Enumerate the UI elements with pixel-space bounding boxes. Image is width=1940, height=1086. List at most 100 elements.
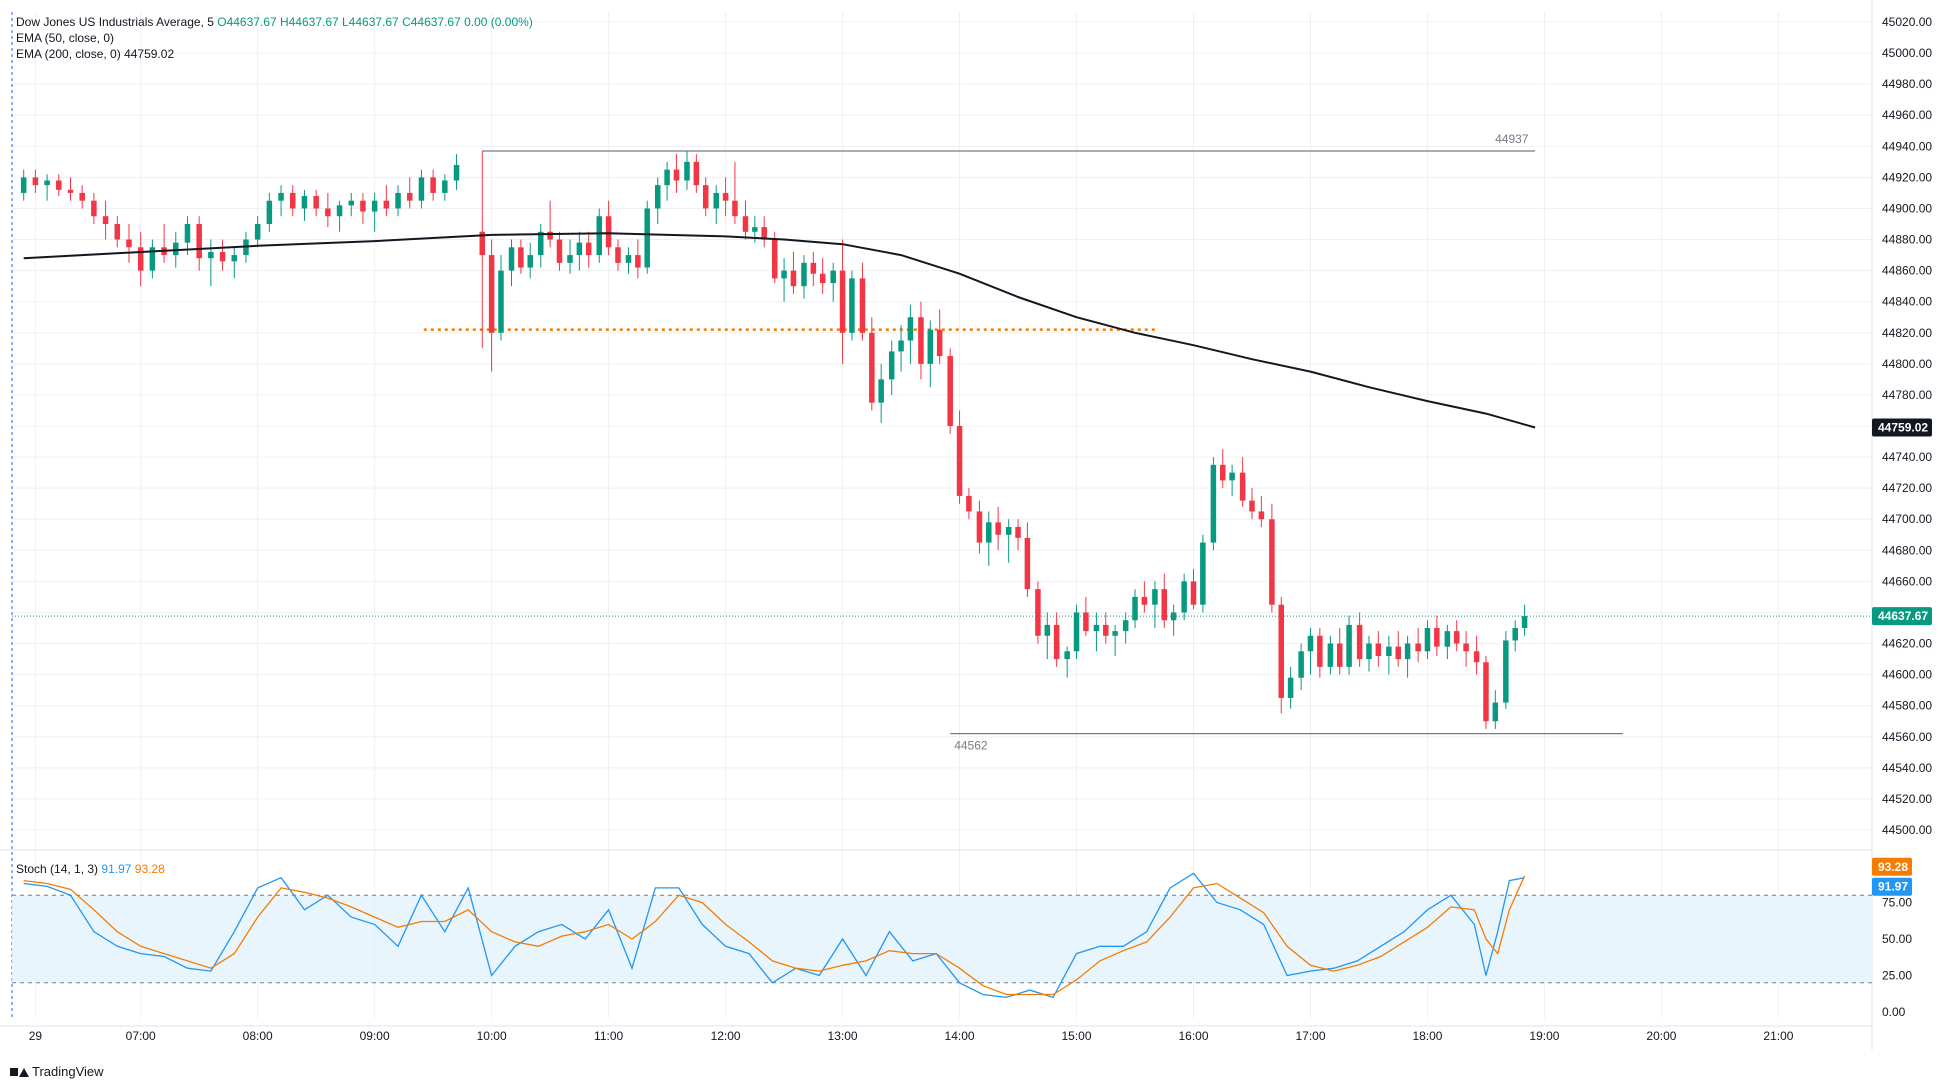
candle[interactable] bbox=[336, 205, 343, 217]
candle[interactable] bbox=[1453, 631, 1460, 644]
candle[interactable] bbox=[67, 189, 74, 193]
candle[interactable] bbox=[1220, 464, 1226, 481]
candle[interactable] bbox=[527, 255, 533, 268]
candle[interactable] bbox=[418, 177, 425, 201]
candle[interactable] bbox=[479, 231, 486, 256]
candle[interactable] bbox=[702, 185, 709, 209]
candle[interactable] bbox=[383, 200, 390, 209]
candle[interactable] bbox=[888, 351, 895, 380]
candle[interactable] bbox=[644, 208, 650, 268]
candle[interactable] bbox=[625, 255, 632, 263]
candle[interactable] bbox=[722, 192, 729, 201]
candle[interactable] bbox=[995, 522, 1001, 535]
candle[interactable] bbox=[713, 192, 719, 209]
candle[interactable] bbox=[219, 251, 226, 262]
candle[interactable] bbox=[567, 255, 573, 263]
candle[interactable] bbox=[654, 185, 661, 209]
candle[interactable] bbox=[1132, 596, 1138, 621]
candle[interactable] bbox=[278, 192, 284, 201]
candle[interactable] bbox=[1112, 631, 1118, 636]
candle[interactable] bbox=[732, 200, 738, 217]
candle[interactable] bbox=[1434, 628, 1440, 647]
ema50-legend[interactable]: EMA (50, close, 0) bbox=[16, 31, 115, 45]
candle[interactable] bbox=[684, 161, 690, 181]
candle[interactable] bbox=[56, 180, 62, 190]
candle[interactable] bbox=[32, 177, 39, 186]
candle[interactable] bbox=[1521, 616, 1528, 628]
candle[interactable] bbox=[1356, 624, 1363, 660]
candle[interactable] bbox=[184, 224, 191, 243]
candle[interactable] bbox=[1200, 542, 1206, 605]
candle[interactable] bbox=[1386, 646, 1392, 656]
candle[interactable] bbox=[102, 216, 109, 224]
ema200-legend[interactable]: EMA (200, close, 0) 44759.02 bbox=[16, 47, 175, 61]
candle[interactable] bbox=[830, 270, 836, 284]
candle[interactable] bbox=[1287, 677, 1294, 698]
candle[interactable] bbox=[1190, 581, 1197, 605]
candle[interactable] bbox=[196, 224, 202, 259]
candle[interactable] bbox=[395, 192, 401, 209]
candle[interactable] bbox=[918, 317, 924, 364]
candle[interactable] bbox=[1512, 628, 1518, 641]
candle[interactable] bbox=[173, 242, 179, 256]
candle[interactable] bbox=[976, 511, 983, 543]
candle[interactable] bbox=[1346, 624, 1352, 667]
candle[interactable] bbox=[664, 169, 670, 186]
candle[interactable] bbox=[1366, 643, 1372, 660]
candle[interactable] bbox=[1503, 640, 1509, 703]
stoch-legend[interactable]: Stoch (14, 1, 3) 91.97 93.28 bbox=[16, 862, 165, 876]
candle[interactable] bbox=[1415, 643, 1421, 652]
candle[interactable] bbox=[1073, 612, 1080, 652]
candle[interactable] bbox=[1239, 472, 1246, 501]
ema200-line[interactable] bbox=[23, 232, 1536, 429]
candle[interactable] bbox=[1483, 662, 1489, 722]
candle[interactable] bbox=[1103, 624, 1109, 636]
candle[interactable] bbox=[596, 216, 602, 256]
candle[interactable] bbox=[406, 192, 413, 201]
candle[interactable] bbox=[1404, 643, 1411, 660]
candle[interactable] bbox=[498, 270, 504, 333]
candle[interactable] bbox=[819, 273, 826, 284]
candle[interactable] bbox=[693, 161, 700, 186]
candle[interactable] bbox=[585, 242, 592, 256]
candle[interactable] bbox=[1336, 643, 1343, 667]
candle[interactable] bbox=[547, 231, 553, 240]
candle[interactable] bbox=[325, 208, 331, 217]
candle[interactable] bbox=[301, 196, 308, 209]
candle[interactable] bbox=[927, 329, 934, 364]
candle[interactable] bbox=[966, 495, 972, 512]
candle[interactable] bbox=[1210, 464, 1217, 543]
candle[interactable] bbox=[1327, 643, 1334, 667]
candle[interactable] bbox=[1024, 537, 1031, 590]
candle[interactable] bbox=[986, 522, 992, 543]
candle[interactable] bbox=[1395, 646, 1401, 660]
candle[interactable] bbox=[771, 239, 778, 279]
candle[interactable] bbox=[849, 278, 855, 333]
candle[interactable] bbox=[1492, 702, 1499, 722]
candle[interactable] bbox=[290, 192, 296, 209]
candle[interactable] bbox=[1044, 624, 1051, 636]
candle[interactable] bbox=[1444, 631, 1451, 647]
candle[interactable] bbox=[1005, 527, 1012, 535]
candle[interactable] bbox=[538, 231, 544, 256]
candle[interactable] bbox=[761, 227, 767, 240]
candle[interactable] bbox=[266, 200, 273, 224]
candle[interactable] bbox=[518, 247, 524, 268]
candle[interactable] bbox=[878, 379, 884, 403]
candle[interactable] bbox=[1463, 643, 1469, 652]
candle[interactable] bbox=[635, 255, 641, 268]
candle[interactable] bbox=[1015, 527, 1021, 538]
candle[interactable] bbox=[430, 177, 436, 193]
candle[interactable] bbox=[1064, 651, 1070, 660]
candle[interactable] bbox=[742, 216, 749, 232]
candle[interactable] bbox=[605, 216, 612, 248]
candle[interactable] bbox=[859, 278, 866, 333]
candle[interactable] bbox=[936, 329, 943, 357]
candle[interactable] bbox=[20, 177, 27, 193]
candle[interactable] bbox=[1307, 635, 1314, 652]
candle[interactable] bbox=[231, 255, 238, 262]
candle[interactable] bbox=[126, 239, 132, 248]
candle[interactable] bbox=[1093, 624, 1100, 632]
candle[interactable] bbox=[114, 224, 121, 240]
